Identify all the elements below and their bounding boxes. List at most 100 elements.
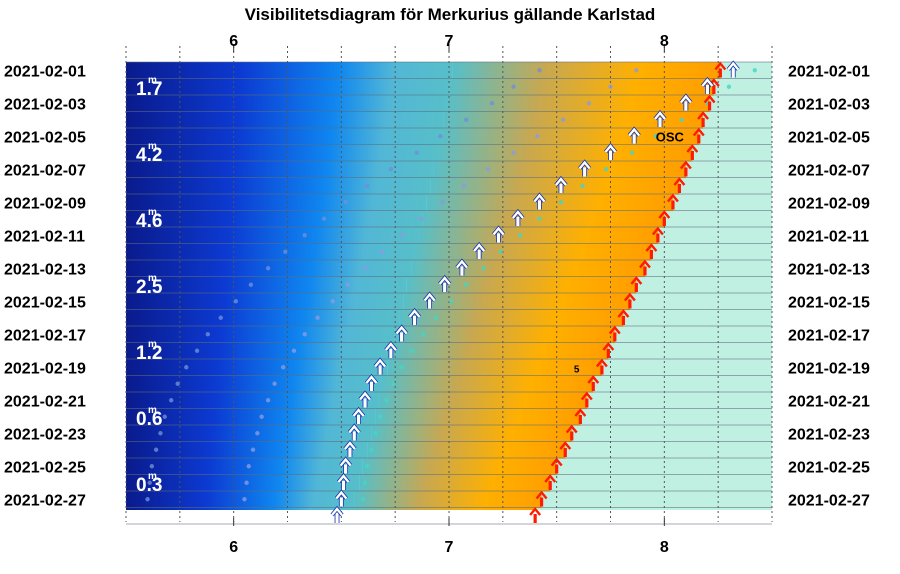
sky-strip: [126, 243, 415, 261]
twilight-strip: [406, 276, 637, 294]
y-tick-label-right: 2021-02-25: [788, 459, 870, 476]
mercury-arrow: [491, 225, 506, 243]
y-tick-label-left: 2021-02-25: [4, 459, 86, 476]
twilight-strip: [379, 392, 587, 410]
dawn-dot: [537, 216, 542, 221]
magnitude-unit-mark: m: [148, 207, 157, 218]
mercury-arrow: [339, 456, 353, 474]
dawn-dot: [330, 299, 335, 304]
dawn-dot: [321, 216, 327, 221]
dawn-dot: [250, 447, 256, 452]
dawn-dot: [464, 117, 469, 122]
magnitude-label: 1.2: [136, 343, 162, 364]
dawn-dot: [364, 464, 370, 469]
mercury-arrow: [700, 76, 714, 94]
mercury-arrow: [384, 340, 398, 358]
dawn-dot: [517, 233, 523, 238]
mercury-arrow: [347, 423, 361, 441]
mercury-arrow: [343, 439, 357, 457]
y-tick-label-right: 2021-02-05: [788, 129, 870, 146]
y-tick-label-left: 2021-02-21: [4, 393, 86, 410]
sunrise-arrow: [550, 457, 563, 474]
twilight-strip: [394, 326, 615, 344]
magnitude-label: 0.3: [136, 475, 162, 496]
sunrise-arrow: [686, 144, 699, 160]
sky-strip: [126, 375, 384, 393]
sky-strip: [126, 342, 392, 360]
sunrise-arrow: [574, 408, 587, 424]
sky-strip: [126, 293, 404, 311]
y-tick-label-right: 2021-02-17: [788, 327, 870, 344]
dawn-dot: [356, 514, 360, 518]
twilight-strip: [426, 194, 673, 212]
y-tick-label-right: 2021-02-27: [788, 492, 870, 509]
dawn-dot: [485, 167, 490, 172]
sky-strip: [126, 359, 388, 377]
mercury-arrow: [334, 489, 348, 507]
dawn-dot: [265, 398, 271, 403]
magnitude-unit-mark: m: [148, 405, 157, 416]
dawn-dot: [362, 480, 368, 485]
x-tick-label-bottom: 7: [445, 539, 454, 556]
dawn-dot: [162, 414, 167, 419]
dawn-dot: [726, 84, 732, 89]
y-tick-label-left: 2021-02-01: [4, 63, 86, 80]
dawn-dot: [233, 299, 239, 304]
dawn-dot: [265, 266, 271, 271]
dawn-dot: [149, 464, 155, 469]
dawn-dot: [418, 216, 424, 221]
sky-strip: [126, 507, 352, 510]
twilight-strip: [414, 243, 652, 261]
sky-strip: [126, 111, 444, 129]
event-marker-label: 5: [574, 364, 580, 375]
y-tick-label-left: 2021-02-05: [4, 129, 86, 146]
sunrise-arrow: [580, 391, 593, 408]
dawn-dot: [586, 101, 592, 106]
sky-strip: [126, 177, 431, 195]
dawn-dot: [461, 183, 467, 188]
magnitude-unit-mark: m: [148, 75, 157, 86]
sunrise-arrow: [679, 160, 692, 177]
dawn-dot: [489, 101, 495, 106]
y-tick-label-right: 2021-02-19: [788, 360, 870, 377]
dawn-dot: [255, 431, 260, 436]
dawn-dot: [302, 332, 307, 337]
twilight-strip: [446, 95, 710, 113]
sky-strip: [126, 474, 360, 492]
mercury-arrow: [578, 159, 592, 177]
twilight-strip: [418, 227, 658, 245]
x-tick-label-top: 6: [229, 33, 238, 50]
mercury-arrow: [554, 175, 568, 193]
mercury-arrow: [336, 472, 351, 490]
magnitude-label: 0.6: [136, 409, 162, 430]
mercury-arrow: [358, 390, 372, 408]
y-tick-label-left: 2021-02-23: [4, 426, 86, 443]
dawn-dot: [343, 200, 348, 205]
axis-labels: 2021-02-01 2021-02-01 2021-02-03 2021-02-03…: [4, 33, 870, 556]
dawn-dot: [302, 233, 307, 238]
mercury-arrow: [472, 241, 486, 259]
mercury-arrow: [438, 274, 452, 292]
dawn-dot: [244, 480, 249, 485]
sunrise-arrow: [565, 424, 578, 441]
dawn-dot: [384, 398, 389, 403]
dawn-dot: [248, 282, 254, 287]
y-tick-label-right: 2021-02-11: [788, 228, 869, 245]
mercury-arrow: [603, 142, 618, 160]
sky-strip: [126, 408, 376, 426]
mercury-arrow: [726, 60, 740, 78]
sunrise-arrow: [617, 309, 630, 325]
dawn-dot: [420, 332, 426, 337]
dawn-dot: [580, 183, 585, 188]
dawn-dot: [438, 134, 443, 139]
x-tick-label-top: 7: [445, 33, 454, 50]
y-tick-label-left: 2021-02-09: [4, 195, 86, 212]
mercury-arrow: [408, 307, 422, 325]
guide-dots: [145, 68, 757, 518]
sky-strip: [126, 392, 380, 410]
sunrise-arrow: [630, 276, 643, 292]
sunrise-arrow: [658, 210, 671, 226]
mercury-arrow: [364, 373, 379, 391]
sunrise-arrow: [602, 342, 615, 358]
dawn-dot: [511, 150, 516, 155]
